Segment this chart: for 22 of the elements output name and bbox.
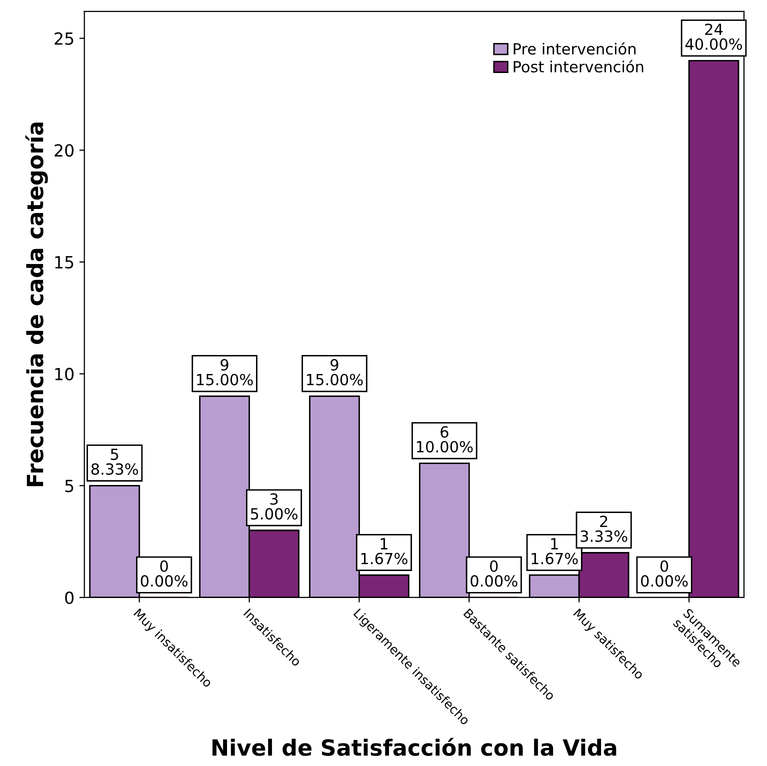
data-label: 24 40.00% xyxy=(685,24,742,50)
legend-label: Post intervención xyxy=(514,60,644,72)
y-tick-label: 5 xyxy=(65,480,74,492)
data-label: 9 15.00% xyxy=(307,359,363,386)
data-label: 0 0.00% xyxy=(641,560,688,587)
data-label: 1 1.67% xyxy=(361,538,408,564)
data-label: 0 0.00% xyxy=(140,560,188,587)
data-label: 1 1.67% xyxy=(532,538,578,564)
data-label: 6 10.00% xyxy=(416,426,473,452)
data-label: 3 5.00% xyxy=(250,493,298,520)
data-label: 0 0.00% xyxy=(470,560,518,587)
data-label: 2 3.33% xyxy=(580,516,628,542)
data-label: 5 8.33% xyxy=(91,448,138,475)
y-tick-label: 15 xyxy=(55,256,74,269)
y-tick-label: 20 xyxy=(54,144,74,157)
y-tick-label: 0 xyxy=(65,591,74,604)
legend-label: Pre intervención xyxy=(514,42,636,55)
y-tick-label: 10 xyxy=(55,368,74,380)
data-label: 9 15.00% xyxy=(197,359,253,386)
y-axis-title: Frecuencia de cada categoría xyxy=(25,122,48,486)
x-axis-title: Nivel de Satisfacción con la Vida xyxy=(212,738,616,756)
y-tick-label: 25 xyxy=(54,32,74,45)
